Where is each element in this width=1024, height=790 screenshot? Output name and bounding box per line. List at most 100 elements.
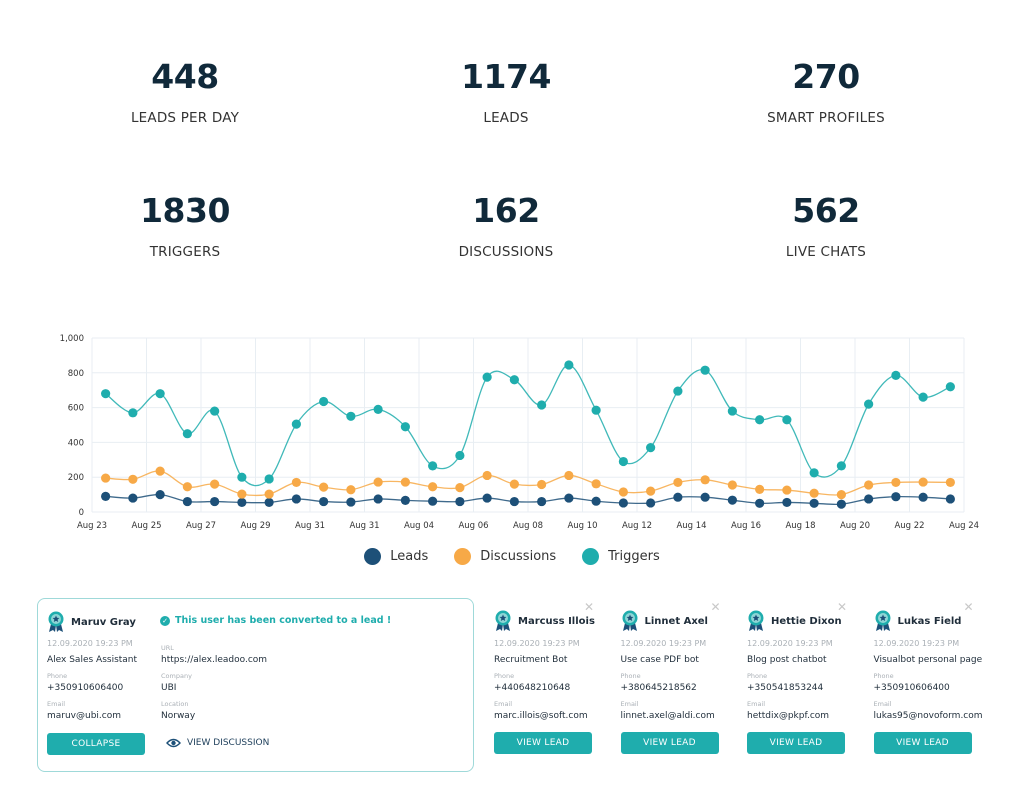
data-point-leads [673,492,683,502]
data-point-triggers [537,400,547,410]
data-point-triggers [945,382,955,392]
lead-card: Lukas Field ✕ 12.09.2020 19:23 PM Visual… [873,600,994,760]
legend-triggers[interactable]: Triggers [582,548,660,565]
data-point-triggers [618,456,628,467]
stat-value: 1174 [461,57,551,96]
data-point-triggers [836,461,846,471]
x-tick-label: Aug 08 [513,521,543,531]
data-point-discussions [646,486,656,496]
lead-name: Hettie Dixon [771,615,842,627]
data-point-triggers [727,406,737,416]
data-point-leads [400,495,410,505]
close-icon[interactable]: ✕ [710,600,721,614]
card-header: Hettie Dixon [747,610,842,632]
close-icon[interactable]: ✕ [837,600,848,614]
lead-url[interactable]: https://alex.leadoo.com [161,655,268,665]
data-point-discussions [128,474,138,484]
legend-label: Leads [390,549,429,564]
close-icon[interactable]: ✕ [584,600,595,614]
lead-email: maruv@ubi.com [47,711,122,721]
lead-bot: Visualbot personal page [873,655,983,665]
x-tick-label: Aug 31 [349,521,379,531]
lead-phone: +350910606400 [873,683,950,693]
data-point-triggers [591,405,601,415]
y-tick-label: 400 [68,438,84,448]
lead-bot: Blog post chatbot [747,655,827,665]
data-point-discussions [755,484,765,494]
stat-value: 162 [472,191,540,230]
data-point-leads [509,496,519,507]
view-discussion-button[interactable]: VIEW DISCUSSION [166,738,269,748]
data-point-triggers [646,443,656,453]
card-header: Linnet Axel [621,610,708,632]
lead-name: Linnet Axel [644,615,708,627]
stat-label: LEADS PER DAY [130,110,240,126]
view-lead-button[interactable]: VIEW LEAD [873,732,972,754]
data-point-discussions [182,482,192,492]
data-point-discussions [400,477,410,487]
lead-card: Linnet Axel ✕ 12.09.2020 19:23 PM Use ca… [620,600,741,760]
lead-date: 12.09.2020 19:23 PM [620,639,707,648]
stat-live-chats: 562 LIVE CHATS [696,191,956,260]
data-point-triggers [700,365,710,375]
legend-dot-icon [454,548,472,565]
data-point-triggers [509,375,519,385]
data-point-triggers [673,386,683,396]
card-header: Lukas Field [874,610,961,632]
lead-date: 12.09.2020 19:23 PM [47,639,133,648]
view-lead-button[interactable]: VIEW LEAD [747,732,845,754]
lead-bot: Use case PDF bot [620,655,699,665]
stat-leads: 1174 LEADS [376,57,636,126]
expanded-lead-card: Maruv Gray ✓ This user has been converte… [37,598,474,772]
data-point-leads [237,497,247,508]
legend-discussions[interactable]: Discussions [454,548,556,565]
view-lead-button[interactable]: VIEW LEAD [620,732,719,754]
close-icon[interactable]: ✕ [963,600,974,614]
lead-email: lukas95@novoform.com [873,711,983,721]
y-tick-label: 200 [68,473,84,483]
data-point-discussions [727,480,737,490]
y-tick-label: 0 [79,508,84,518]
data-point-leads [373,494,383,504]
data-point-discussions [155,466,165,476]
data-point-leads [182,496,192,507]
stat-label: TRIGGERS [149,244,221,260]
collapse-button[interactable]: COLLAPSE [47,733,145,755]
data-point-leads [755,498,765,508]
data-point-leads [101,491,111,501]
data-point-leads [864,494,874,504]
data-point-discussions [210,479,220,489]
lead-phone: +350910606400 [47,683,124,693]
email-label: Email [47,700,66,708]
data-point-leads [700,492,710,502]
data-point-leads [210,496,220,507]
data-point-leads [564,493,574,503]
stat-label: LIVE CHATS [785,244,867,260]
legend-leads[interactable]: Leads [364,548,428,565]
data-point-discussions [264,489,274,499]
data-point-triggers [918,392,928,402]
data-point-triggers [346,411,356,421]
url-label: URL [161,644,174,652]
lead-name: Maruv Gray [71,616,136,628]
card-header: Maruv Gray [47,611,136,633]
converted-text: This user has been converted to a lead ! [175,615,392,626]
lead-date: 12.09.2020 19:23 PM [494,639,580,648]
lead-email: hettdix@pkpf.com [747,711,830,721]
data-point-leads [809,498,819,508]
data-point-discussions [346,485,356,495]
data-point-triggers [400,422,410,432]
data-point-discussions [482,470,492,481]
company-label: Company [161,672,192,680]
data-point-triggers [755,415,765,425]
data-point-leads [264,497,274,508]
data-point-discussions [564,470,574,481]
x-tick-label: Aug 25 [131,521,161,531]
lead-email: linnet.axel@aldi.com [620,711,715,721]
view-lead-button[interactable]: VIEW LEAD [494,732,592,754]
data-point-leads [291,494,301,504]
data-point-leads [428,496,438,506]
data-point-discussions [836,490,846,500]
lead-bot: Recruitment Bot [494,655,568,665]
lead-phone: +440648210648 [494,683,571,693]
